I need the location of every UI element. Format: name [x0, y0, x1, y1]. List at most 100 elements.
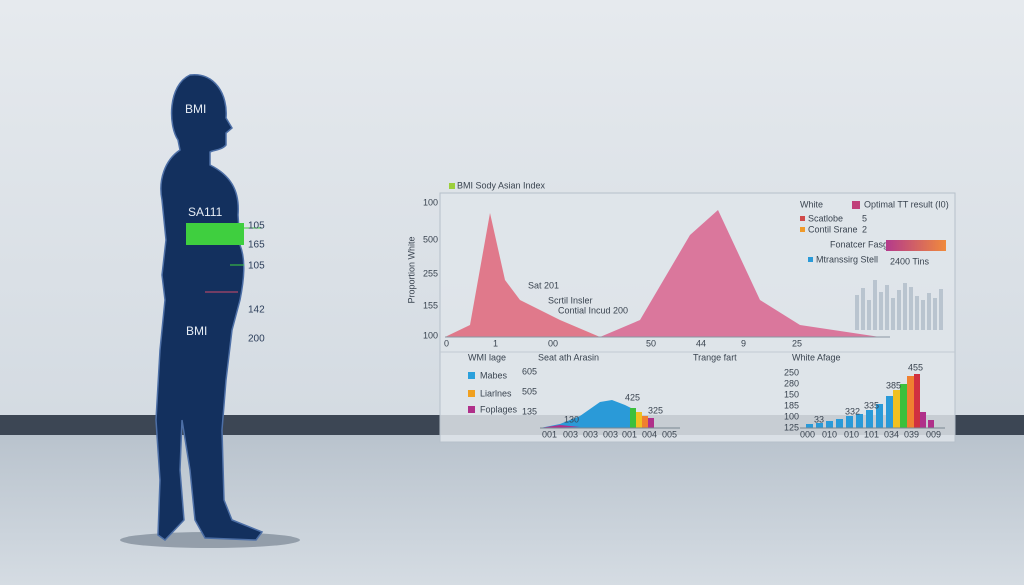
legend: Fonatcer Fasgy	[830, 239, 893, 249]
label: SA111	[188, 205, 223, 219]
label: 142	[248, 305, 265, 316]
bar	[642, 416, 648, 428]
y-ticks: 100 500 255 155 100	[423, 197, 438, 340]
tick: 00	[548, 338, 558, 348]
panel-title: BMI Sody Asian Index	[457, 180, 546, 190]
tick: 039	[904, 429, 919, 439]
tick: 001	[622, 429, 637, 439]
value: 325	[648, 405, 663, 415]
value: 335	[864, 400, 879, 410]
legend: Mabes	[480, 370, 508, 380]
tick: 000	[800, 429, 815, 439]
area	[445, 213, 600, 337]
x-ticks: 0 1 00 50 44 9 25	[444, 338, 802, 348]
label: 165	[248, 240, 265, 251]
legend: 2400 Tins	[890, 256, 930, 266]
value: 455	[908, 362, 923, 372]
tick: 003	[583, 429, 598, 439]
tick: 250	[784, 367, 799, 377]
legend: White	[800, 199, 823, 209]
icon	[449, 183, 455, 189]
tick: 25	[792, 338, 802, 348]
swatch	[800, 216, 805, 221]
label: BMI	[185, 102, 206, 116]
tick: 0	[444, 338, 449, 348]
legend: Scatlobe	[808, 213, 843, 223]
value: 130	[564, 414, 579, 424]
band	[186, 223, 244, 245]
tick: 003	[603, 429, 618, 439]
label: BMI	[186, 324, 207, 338]
swatch	[468, 372, 475, 379]
section-title: Seat ath Arasin	[538, 352, 599, 362]
value: 33	[814, 414, 824, 424]
tick: 100	[784, 411, 799, 421]
tick: 001	[542, 429, 557, 439]
bars	[806, 374, 934, 428]
section-title: Trange fart	[693, 352, 737, 362]
tick: 010	[822, 429, 837, 439]
tick: 100	[423, 330, 438, 340]
tick: 135	[522, 406, 537, 416]
section-title: White Afage	[792, 352, 841, 362]
y-ticks: 250 280 150 185 100 125	[784, 367, 799, 432]
tick: 255	[423, 268, 438, 278]
swatch	[468, 406, 475, 413]
legend: Foplages	[480, 404, 518, 414]
tick: 010	[844, 429, 859, 439]
swatch	[468, 390, 475, 397]
tick: 44	[696, 338, 706, 348]
area	[540, 425, 580, 428]
tick: 280	[784, 378, 799, 388]
gradient	[886, 240, 946, 251]
tick: 50	[646, 338, 656, 348]
value: 385	[886, 380, 901, 390]
tick: 004	[642, 429, 657, 439]
legend: Liarlnes	[480, 388, 512, 398]
legend: Optimal TT result (I0)	[864, 199, 949, 209]
swatch	[808, 257, 813, 262]
mini-bars	[855, 280, 943, 330]
axis-label: Proportion White	[406, 236, 416, 303]
tick: 1	[493, 338, 498, 348]
legend: Contil Srane	[808, 224, 858, 234]
tick: 100	[423, 197, 438, 207]
label: 105	[248, 261, 265, 272]
annotation: Scrtil Insler	[548, 295, 593, 305]
x-ticks: 000 010 010 101 034 039 009	[800, 429, 941, 439]
label: 200	[248, 334, 265, 345]
tick: 101	[864, 429, 879, 439]
legend: Mtranssirg Stell	[816, 254, 878, 264]
floor	[0, 435, 1024, 585]
tick: 155	[423, 300, 438, 310]
tick: 005	[662, 429, 677, 439]
area	[600, 210, 880, 337]
tick: 125	[784, 422, 799, 432]
bar	[648, 418, 654, 428]
swatch	[852, 201, 860, 209]
tick: 150	[784, 389, 799, 399]
value: 332	[845, 406, 860, 416]
annotation: Sat 201	[528, 280, 559, 290]
label: 105	[248, 221, 265, 232]
tick: 034	[884, 429, 899, 439]
tick: 605	[522, 366, 537, 376]
value: 425	[625, 392, 640, 402]
swatch	[800, 227, 805, 232]
tick: 009	[926, 429, 941, 439]
silhouette	[155, 74, 264, 541]
tick: 003	[563, 429, 578, 439]
tick: 9	[741, 338, 746, 348]
area	[540, 400, 640, 428]
annotation: Contial Incud 200	[558, 305, 628, 315]
legend: 5	[862, 213, 867, 223]
x-ticks: 001 003 003 003 001 004 005	[542, 429, 677, 439]
bar	[630, 408, 636, 428]
bar	[636, 412, 642, 428]
section-title: WMI lage	[468, 352, 506, 362]
legend: 2	[862, 224, 867, 234]
tick: 500	[423, 234, 438, 244]
tick: 185	[784, 400, 799, 410]
